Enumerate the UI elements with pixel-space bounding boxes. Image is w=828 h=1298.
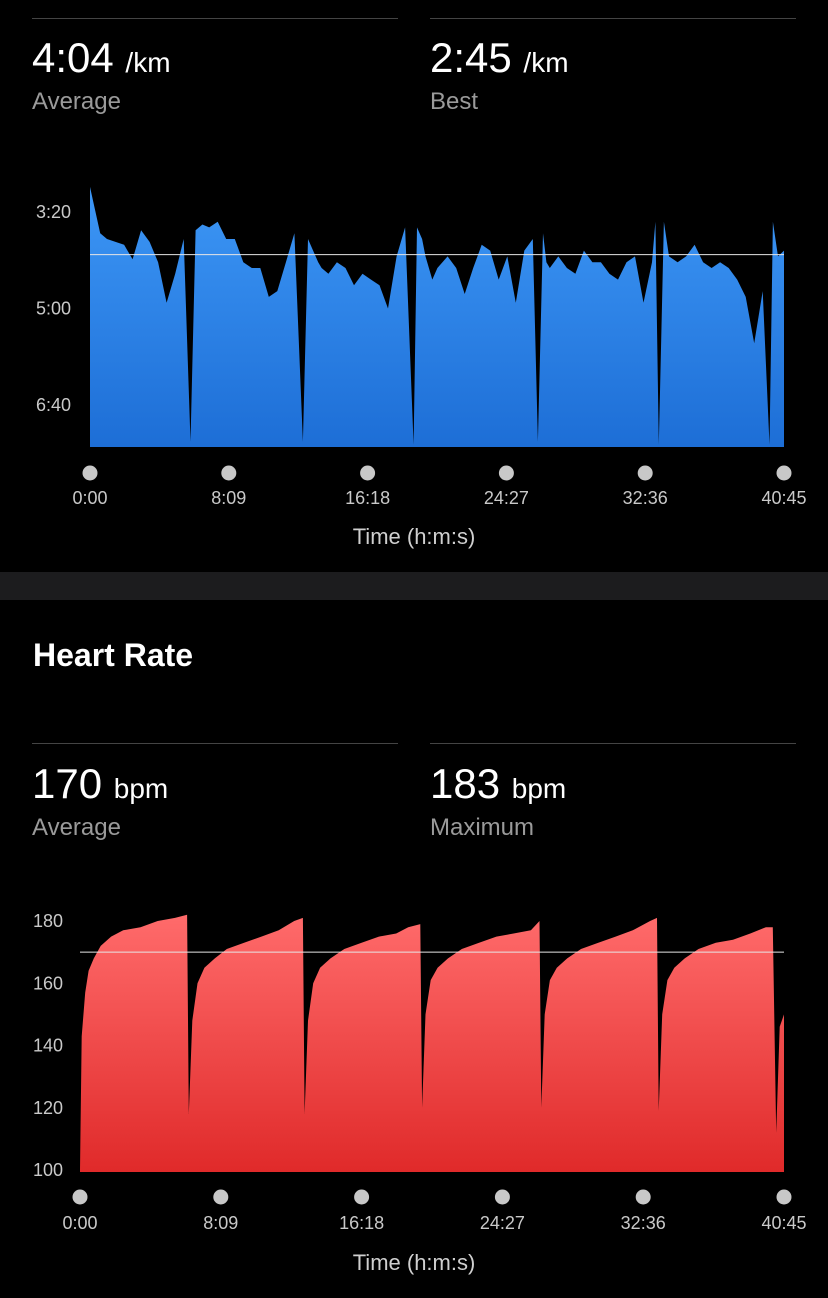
- pace-average-value-row: 4:04 /km: [32, 34, 171, 87]
- hr-y-tick-label: 100: [33, 1160, 63, 1180]
- pace-x-tick-label: 24:27: [484, 488, 529, 508]
- pace-x-tick-dot[interactable]: [498, 465, 514, 481]
- hr-stat-divider-left: [32, 743, 398, 744]
- hr-maximum-stat: 183 bpm Maximum: [430, 760, 566, 843]
- hr-x-tick-dot[interactable]: [494, 1189, 510, 1205]
- hr-x-tick-label: 16:18: [339, 1213, 384, 1233]
- pace-stat-divider-right: [430, 18, 796, 19]
- pace-x-tick-dot[interactable]: [82, 465, 98, 481]
- section-separator: [0, 572, 828, 600]
- pace-average-unit: /km: [125, 47, 171, 78]
- hr-x-tick-dot[interactable]: [635, 1189, 651, 1205]
- pace-y-tick-label: 3:20: [36, 202, 71, 222]
- hr-maximum-unit: bpm: [511, 773, 567, 804]
- hr-average-stat: 170 bpm Average: [32, 760, 168, 843]
- hr-average-label: Average: [32, 814, 121, 841]
- hr-average-value: 170: [32, 760, 103, 807]
- hr-maximum-value: 183: [430, 760, 501, 807]
- pace-x-tick-label: 40:45: [761, 488, 806, 508]
- pace-chart[interactable]: 3:20 5:00 6:40 0:00 8:09 16:18 24:27 32:36 40:45: [0, 0, 828, 560]
- pace-x-tick-label: 16:18: [345, 488, 390, 508]
- hr-y-tick-label: 160: [33, 973, 63, 993]
- hr-x-tick-dot[interactable]: [72, 1189, 88, 1205]
- pace-x-tick-dot[interactable]: [776, 465, 792, 481]
- pace-x-tick-label: 0:00: [72, 488, 107, 508]
- pace-x-tick-dot[interactable]: [221, 465, 237, 481]
- hr-maximum-value-row: 183 bpm: [430, 760, 566, 813]
- hr-x-tick-dot[interactable]: [354, 1189, 370, 1205]
- pace-average-label: Average: [32, 88, 121, 115]
- pace-x-tick-label: 8:09: [211, 488, 246, 508]
- pace-x-tick-dot[interactable]: [360, 465, 376, 481]
- pace-x-tick-dot[interactable]: [637, 465, 653, 481]
- hr-y-tick-label: 180: [33, 911, 63, 931]
- hr-x-tick-label: 8:09: [203, 1213, 238, 1233]
- pace-best-stat: 2:45 /km Best: [430, 34, 569, 117]
- hr-y-tick-label: 120: [33, 1098, 63, 1118]
- hr-x-tick-label: 40:45: [761, 1213, 806, 1233]
- hr-x-tick-label: 0:00: [62, 1213, 97, 1233]
- pace-best-unit: /km: [523, 47, 569, 78]
- hr-stat-divider-right: [430, 743, 796, 744]
- pace-y-tick-label: 6:40: [36, 395, 71, 415]
- pace-stat-divider-left: [32, 18, 398, 19]
- hr-average-unit: bpm: [113, 773, 169, 804]
- heart-rate-section-title: Heart Rate: [33, 637, 194, 673]
- pace-average-value: 4:04: [32, 34, 114, 81]
- pace-average-stat: 4:04 /km Average: [32, 34, 171, 117]
- pace-x-tick-label: 32:36: [623, 488, 668, 508]
- pace-y-tick-label: 5:00: [36, 299, 71, 319]
- pace-area-series: [90, 186, 784, 447]
- pace-best-value-row: 2:45 /km: [430, 34, 569, 87]
- pace-best-value: 2:45: [430, 34, 512, 81]
- pace-x-axis-title: Time (h:m:s): [352, 524, 476, 549]
- hr-x-tick-label: 24:27: [480, 1213, 525, 1233]
- hr-x-axis-title: Time (h:m:s): [352, 1250, 476, 1275]
- hr-x-tick-dot[interactable]: [776, 1189, 792, 1205]
- hr-x-tick-dot[interactable]: [213, 1189, 229, 1205]
- hr-y-tick-label: 140: [33, 1036, 63, 1056]
- hr-area-series: [80, 914, 784, 1172]
- hr-x-tick-label: 32:36: [621, 1213, 666, 1233]
- pace-best-label: Best: [430, 88, 479, 115]
- hr-average-value-row: 170 bpm: [32, 760, 168, 813]
- hr-maximum-label: Maximum: [430, 814, 535, 841]
